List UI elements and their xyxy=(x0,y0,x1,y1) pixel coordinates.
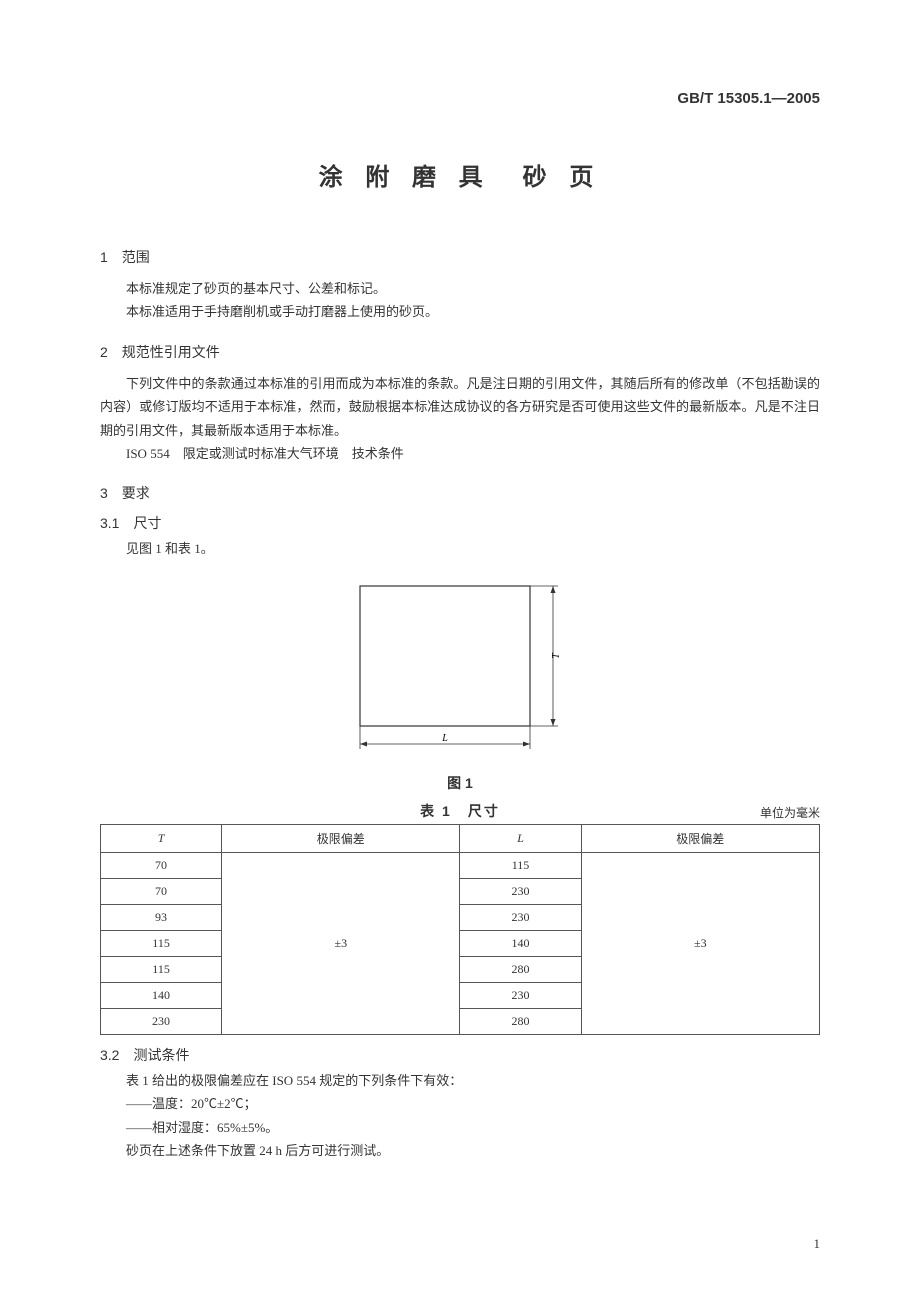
figure-svg: LT xyxy=(345,576,575,766)
cell-T: 230 xyxy=(101,1008,222,1034)
table-unit: 单位为毫米 xyxy=(760,804,820,821)
sec1-p2: 本标准适用于手持磨削机或手动打磨器上使用的砂页。 xyxy=(100,300,820,323)
cell-tolerance-L: ±3 xyxy=(581,852,819,1034)
col-tol2: 极限偏差 xyxy=(581,824,819,852)
sec1-p1: 本标准规定了砂页的基本尺寸、公差和标记。 xyxy=(100,277,820,300)
cell-L: 230 xyxy=(460,878,581,904)
section-3-2-heading: 3.2 测试条件 xyxy=(100,1045,820,1065)
cell-T: 115 xyxy=(101,956,222,982)
cell-L: 280 xyxy=(460,1008,581,1034)
table-title-row: 表 1 尺寸 单位为毫米 xyxy=(100,801,820,821)
page-number: 1 xyxy=(814,1236,821,1252)
cell-L: 140 xyxy=(460,930,581,956)
sec2-p1: 下列文件中的条款通过本标准的引用而成为本标准的条款。凡是注日期的引用文件，其随后… xyxy=(100,372,820,442)
cell-T: 93 xyxy=(101,904,222,930)
document-title: 涂 附 磨 具 砂 页 xyxy=(100,157,820,192)
col-tol1: 极限偏差 xyxy=(222,824,460,852)
sec2-p2: ISO 554 限定或测试时标准大气环境 技术条件 xyxy=(100,442,820,465)
cell-L: 280 xyxy=(460,956,581,982)
cell-L: 115 xyxy=(460,852,581,878)
cell-L: 230 xyxy=(460,904,581,930)
condition-temperature: 温度：20℃±2℃； xyxy=(100,1092,820,1115)
table-caption: 表 1 尺寸 xyxy=(420,801,500,821)
cell-L: 230 xyxy=(460,982,581,1008)
figure-caption: 图 1 xyxy=(100,773,820,793)
cell-T: 70 xyxy=(101,878,222,904)
svg-text:L: L xyxy=(441,733,448,744)
cell-T: 70 xyxy=(101,852,222,878)
section-2-heading: 2 规范性引用文件 xyxy=(100,342,820,362)
cell-tolerance-T: ±3 xyxy=(222,852,460,1034)
sec3-1-p1: 见图 1 和表 1。 xyxy=(100,537,820,560)
dimension-diagram: LT xyxy=(345,576,575,771)
section-3-1-heading: 3.1 尺寸 xyxy=(100,513,820,533)
condition-humidity: 相对湿度：65%±5%。 xyxy=(100,1116,820,1139)
cell-T: 140 xyxy=(101,982,222,1008)
table-row: 70±3115±3 xyxy=(101,852,820,878)
sec3-2-p2: 砂页在上述条件下放置 24 h 后方可进行测试。 xyxy=(100,1139,820,1162)
standard-code: GB/T 15305.1—2005 xyxy=(100,90,820,107)
section-3-heading: 3 要求 xyxy=(100,483,820,503)
cell-T: 115 xyxy=(101,930,222,956)
section-1-heading: 1 范围 xyxy=(100,247,820,267)
col-T: T xyxy=(101,824,222,852)
figure-1: LT 图 1 xyxy=(100,576,820,793)
sec3-2-p1: 表 1 给出的极限偏差应在 ISO 554 规定的下列条件下有效： xyxy=(100,1069,820,1092)
dimensions-table: T 极限偏差 L 极限偏差 70±3115±370230932301151401… xyxy=(100,824,820,1035)
col-L: L xyxy=(460,824,581,852)
